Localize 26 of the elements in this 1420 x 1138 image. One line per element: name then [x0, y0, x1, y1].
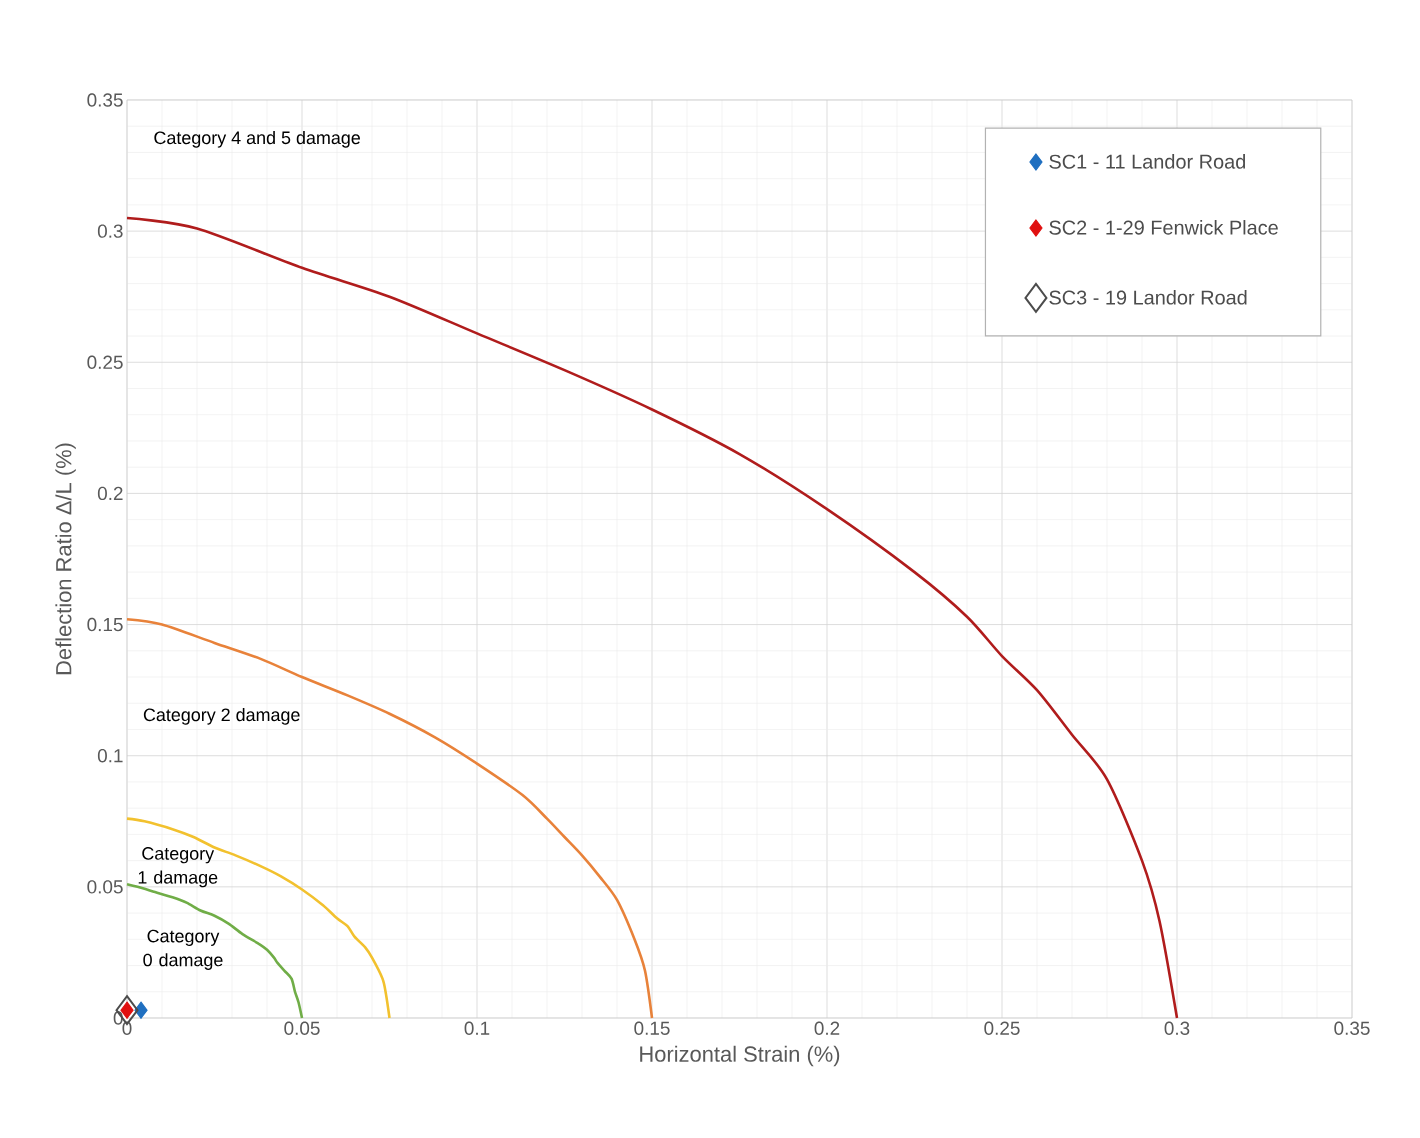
y-tick-label: 0.05	[87, 880, 123, 894]
y-tick-label: 0.25	[87, 355, 123, 369]
x-tick-label: 0.25	[984, 1021, 1020, 1035]
annotation: Category 1 damage	[138, 847, 218, 888]
x-axis-title: Horizontal Strain (%)	[640, 1045, 840, 1067]
x-tick-label: 0.15	[634, 1021, 670, 1035]
legend-label: SC3 - 19 Landor Road	[1049, 289, 1247, 305]
x-tick-label: 0	[122, 1021, 132, 1035]
legend-label: SC1 - 11 Landor Road	[1049, 154, 1246, 169]
x-tick-label: 0.3	[1164, 1021, 1190, 1035]
line-series	[125, 817, 391, 1020]
x-tick-label: 0.2	[814, 1021, 840, 1035]
annotation: Category 0 damage	[143, 929, 223, 970]
x-tick-label: 0.05	[284, 1021, 320, 1035]
line-series	[125, 618, 654, 1020]
y-tick-label: 0.3	[97, 224, 123, 238]
y-tick-label: 0.1	[97, 749, 123, 763]
y-tick-label: 0.35	[87, 93, 123, 107]
annotation: Category 4 and 5 damage	[154, 130, 360, 148]
annotation: Category 2 damage	[143, 708, 300, 725]
y-tick-label: 0.15	[87, 617, 123, 632]
legend-label: SC2 - 1-29 Fenwick Place	[1049, 220, 1278, 235]
y-axis-title: Deflection Ratio Δ/L (%)	[55, 443, 76, 675]
y-tick-label: 0.2	[97, 486, 123, 501]
x-tick-label: 0.1	[464, 1021, 490, 1035]
x-tick-label: 0.35	[1334, 1021, 1370, 1035]
